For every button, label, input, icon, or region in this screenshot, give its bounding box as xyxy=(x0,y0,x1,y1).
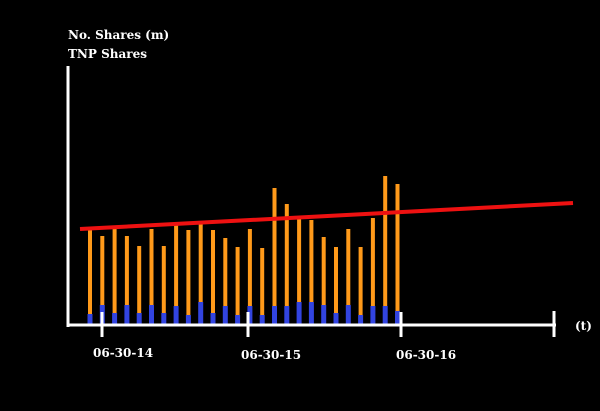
base-bar xyxy=(112,313,118,324)
x-tick-label: 06-30-16 xyxy=(396,348,456,362)
total-bar xyxy=(247,229,252,324)
base-bar xyxy=(321,305,327,324)
total-bar xyxy=(198,221,203,324)
base-bar xyxy=(308,302,314,324)
total-bar xyxy=(334,247,338,324)
base-bar xyxy=(185,315,191,324)
total-bar xyxy=(174,225,179,324)
base-bar xyxy=(149,305,154,324)
base-bar xyxy=(198,302,204,324)
base-bar xyxy=(272,306,277,324)
total-bar xyxy=(112,228,117,324)
total-bar xyxy=(346,229,351,324)
base-bar xyxy=(370,306,376,324)
total-bar xyxy=(235,247,240,324)
total-bar xyxy=(211,230,215,324)
total-bar xyxy=(321,237,326,324)
total-bar xyxy=(284,204,289,324)
total-bar xyxy=(100,236,105,324)
total-bar xyxy=(383,176,388,324)
base-bar xyxy=(222,306,228,324)
x-tick-label: 06-30-15 xyxy=(241,348,301,362)
base-bar xyxy=(296,302,302,324)
total-bar xyxy=(395,184,400,324)
total-bar xyxy=(223,238,228,324)
total-bar xyxy=(88,228,92,324)
base-bar xyxy=(136,313,142,324)
base-bar xyxy=(345,305,351,324)
total-bar xyxy=(186,230,191,324)
total-bar xyxy=(309,220,314,324)
total-bar xyxy=(260,248,265,324)
base-bar xyxy=(124,305,130,324)
base-bar xyxy=(87,314,93,324)
total-bar xyxy=(370,218,375,324)
x-axis-title: (t) xyxy=(575,319,592,333)
base-bar xyxy=(358,315,364,324)
bar-group xyxy=(87,176,400,324)
y-axis-subtitle: TNP Shares xyxy=(68,47,147,61)
total-bar xyxy=(161,246,166,324)
trend-line xyxy=(79,201,574,231)
x-tick-label: 06-30-14 xyxy=(93,346,153,360)
total-bar xyxy=(297,218,302,324)
total-bar xyxy=(137,246,142,324)
base-bar xyxy=(235,315,241,324)
base-bar xyxy=(382,306,388,324)
base-bar xyxy=(247,306,253,324)
base-bar xyxy=(210,313,216,324)
y-axis-title: No. Shares (m) xyxy=(68,28,169,42)
base-bar xyxy=(284,306,290,324)
total-bar xyxy=(272,188,277,324)
total-bar xyxy=(358,247,363,324)
total-bar xyxy=(124,236,129,324)
base-bar xyxy=(161,313,167,324)
base-bar xyxy=(395,311,400,324)
base-bar xyxy=(173,306,179,324)
base-bar xyxy=(259,315,265,324)
base-bar xyxy=(333,313,339,324)
total-bar xyxy=(149,229,154,324)
